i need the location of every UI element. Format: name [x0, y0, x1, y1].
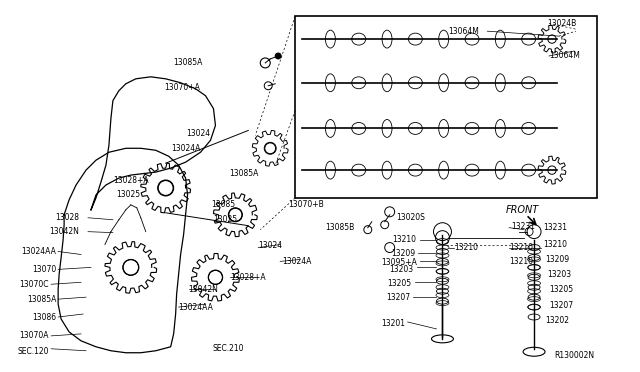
Text: FRONT: FRONT [506, 205, 540, 215]
Text: 13210: 13210 [392, 235, 417, 244]
Text: 13209: 13209 [392, 249, 415, 258]
Circle shape [275, 53, 281, 59]
Text: 13085B: 13085B [326, 223, 355, 232]
Text: 13024AA: 13024AA [21, 247, 56, 256]
Text: 13070+B: 13070+B [288, 201, 324, 209]
Text: 13064M: 13064M [549, 51, 580, 61]
Text: 13020S: 13020S [397, 213, 426, 222]
Text: 13024B: 13024B [547, 19, 576, 28]
Text: 13205: 13205 [549, 285, 573, 294]
Text: 13086: 13086 [32, 312, 56, 321]
Text: 13231: 13231 [543, 223, 567, 232]
Text: 13085A: 13085A [229, 169, 259, 177]
Text: 13042N: 13042N [49, 227, 79, 236]
Text: SEC.210: SEC.210 [212, 344, 244, 353]
Text: 13025: 13025 [116, 190, 141, 199]
Text: 13024A: 13024A [171, 144, 200, 153]
Text: 13205: 13205 [387, 279, 412, 288]
Text: 13042N: 13042N [189, 285, 218, 294]
Text: SEC.120: SEC.120 [18, 347, 49, 356]
Text: 13085A: 13085A [173, 58, 202, 67]
Text: 13070: 13070 [32, 265, 56, 274]
Text: 13024A: 13024A [282, 257, 312, 266]
Text: 13070A: 13070A [20, 331, 49, 340]
Text: 13209: 13209 [545, 255, 569, 264]
Text: 13201: 13201 [381, 320, 406, 328]
Text: 13210: 13210 [509, 243, 533, 252]
Text: 13070C: 13070C [20, 280, 49, 289]
Text: 13085: 13085 [211, 201, 236, 209]
Text: 13024: 13024 [259, 241, 282, 250]
Text: 13207: 13207 [387, 293, 411, 302]
Text: 13025: 13025 [213, 215, 237, 224]
Text: 13210: 13210 [454, 243, 479, 252]
Text: 13203: 13203 [390, 265, 413, 274]
Text: 13203: 13203 [547, 270, 571, 279]
Text: 13202: 13202 [545, 317, 569, 326]
Text: 13028: 13028 [55, 213, 79, 222]
Text: 13070+A: 13070+A [164, 83, 200, 92]
Text: 13028+A: 13028+A [230, 273, 266, 282]
Text: 13028+A: 13028+A [113, 176, 148, 185]
Text: 13095+A: 13095+A [381, 258, 417, 267]
Text: R130002N: R130002N [554, 351, 594, 360]
Text: 13210: 13210 [509, 257, 533, 266]
Text: 13085A: 13085A [27, 295, 56, 304]
Text: 13207: 13207 [549, 301, 573, 310]
Text: 13024: 13024 [186, 129, 211, 138]
Bar [295, 16, 596, 198]
Text: 13024AA: 13024AA [179, 302, 214, 312]
Text: 13231: 13231 [511, 222, 535, 231]
Text: 13064M: 13064M [449, 27, 479, 36]
Text: 13210: 13210 [543, 240, 567, 249]
